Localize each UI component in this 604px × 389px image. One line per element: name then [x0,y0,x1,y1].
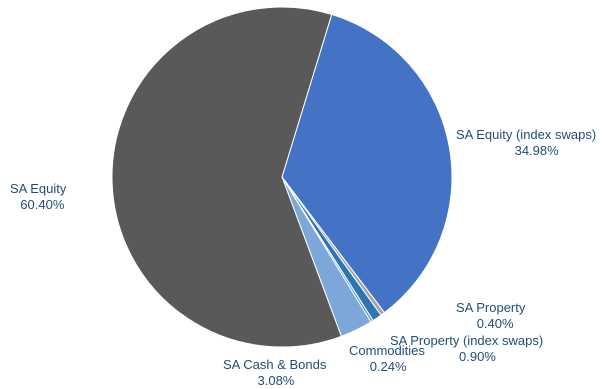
pie-slice-sa-equity-index-swaps [281,13,453,314]
slice-label-value: 0.40% [477,316,514,331]
slice-label-name: Commodities [349,343,425,358]
slice-label-value: 3.08% [258,373,295,388]
slice-label-name: SA Property (index swaps) [390,333,543,348]
slice-label-name: SA Equity [10,181,67,196]
pie-slices [111,6,453,348]
slice-label-name: SA Cash & Bonds [223,357,327,372]
slice-label-name: SA Equity (index swaps) [456,127,596,142]
pie-labels: SA Equity (index swaps)34.98% SA Property… [10,127,596,388]
pie-slice-sa-equity [111,6,343,348]
slice-label-value: 60.40% [20,197,65,212]
slice-label-value: 34.98% [515,143,560,158]
slice-label-value: 0.90% [459,349,496,364]
slice-label-name: SA Property [456,300,526,315]
slice-label-value: 0.24% [370,359,407,374]
